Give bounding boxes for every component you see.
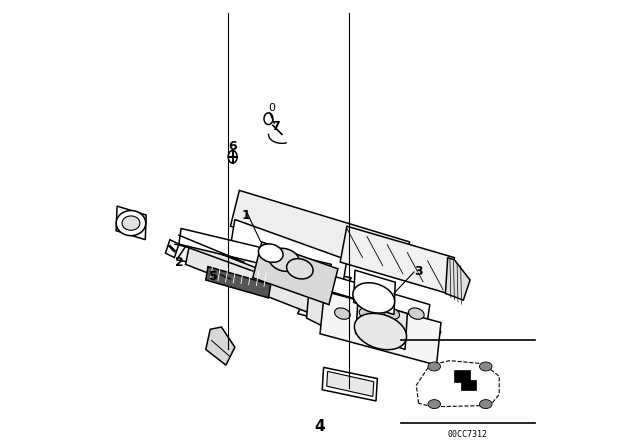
Polygon shape	[461, 380, 476, 390]
Polygon shape	[230, 190, 410, 278]
Text: 6: 6	[228, 140, 237, 153]
Text: 0: 0	[268, 103, 275, 113]
Ellipse shape	[359, 308, 375, 319]
Polygon shape	[340, 226, 454, 293]
Polygon shape	[298, 296, 441, 349]
Ellipse shape	[428, 362, 440, 371]
Polygon shape	[206, 327, 235, 365]
Polygon shape	[320, 291, 441, 365]
Polygon shape	[116, 206, 146, 240]
Ellipse shape	[264, 113, 273, 125]
Ellipse shape	[269, 248, 300, 271]
Text: 3: 3	[414, 264, 423, 278]
Ellipse shape	[479, 400, 492, 409]
Ellipse shape	[335, 308, 350, 319]
Polygon shape	[186, 242, 316, 314]
Ellipse shape	[384, 308, 399, 319]
Ellipse shape	[122, 216, 140, 230]
Polygon shape	[179, 228, 332, 280]
Polygon shape	[253, 242, 338, 305]
Text: 4: 4	[315, 419, 325, 434]
Text: 2: 2	[175, 255, 183, 269]
Polygon shape	[353, 270, 396, 314]
Polygon shape	[177, 246, 351, 291]
Polygon shape	[356, 298, 407, 349]
Text: 7: 7	[271, 120, 280, 133]
Ellipse shape	[355, 313, 406, 350]
Polygon shape	[307, 269, 430, 320]
Polygon shape	[323, 367, 378, 401]
Polygon shape	[165, 240, 179, 258]
Polygon shape	[230, 220, 347, 287]
Ellipse shape	[287, 258, 313, 279]
Ellipse shape	[353, 283, 395, 313]
Ellipse shape	[116, 211, 146, 236]
Polygon shape	[327, 371, 374, 396]
Text: 1: 1	[242, 208, 250, 222]
Text: 00CC7312: 00CC7312	[448, 430, 488, 439]
Polygon shape	[417, 361, 499, 407]
Ellipse shape	[408, 308, 424, 319]
Ellipse shape	[228, 151, 237, 163]
Polygon shape	[454, 370, 470, 382]
Text: 5: 5	[209, 270, 218, 284]
Polygon shape	[206, 267, 271, 298]
Ellipse shape	[428, 400, 440, 409]
Polygon shape	[307, 291, 336, 332]
Ellipse shape	[259, 244, 283, 263]
Polygon shape	[445, 258, 470, 300]
Ellipse shape	[479, 362, 492, 371]
